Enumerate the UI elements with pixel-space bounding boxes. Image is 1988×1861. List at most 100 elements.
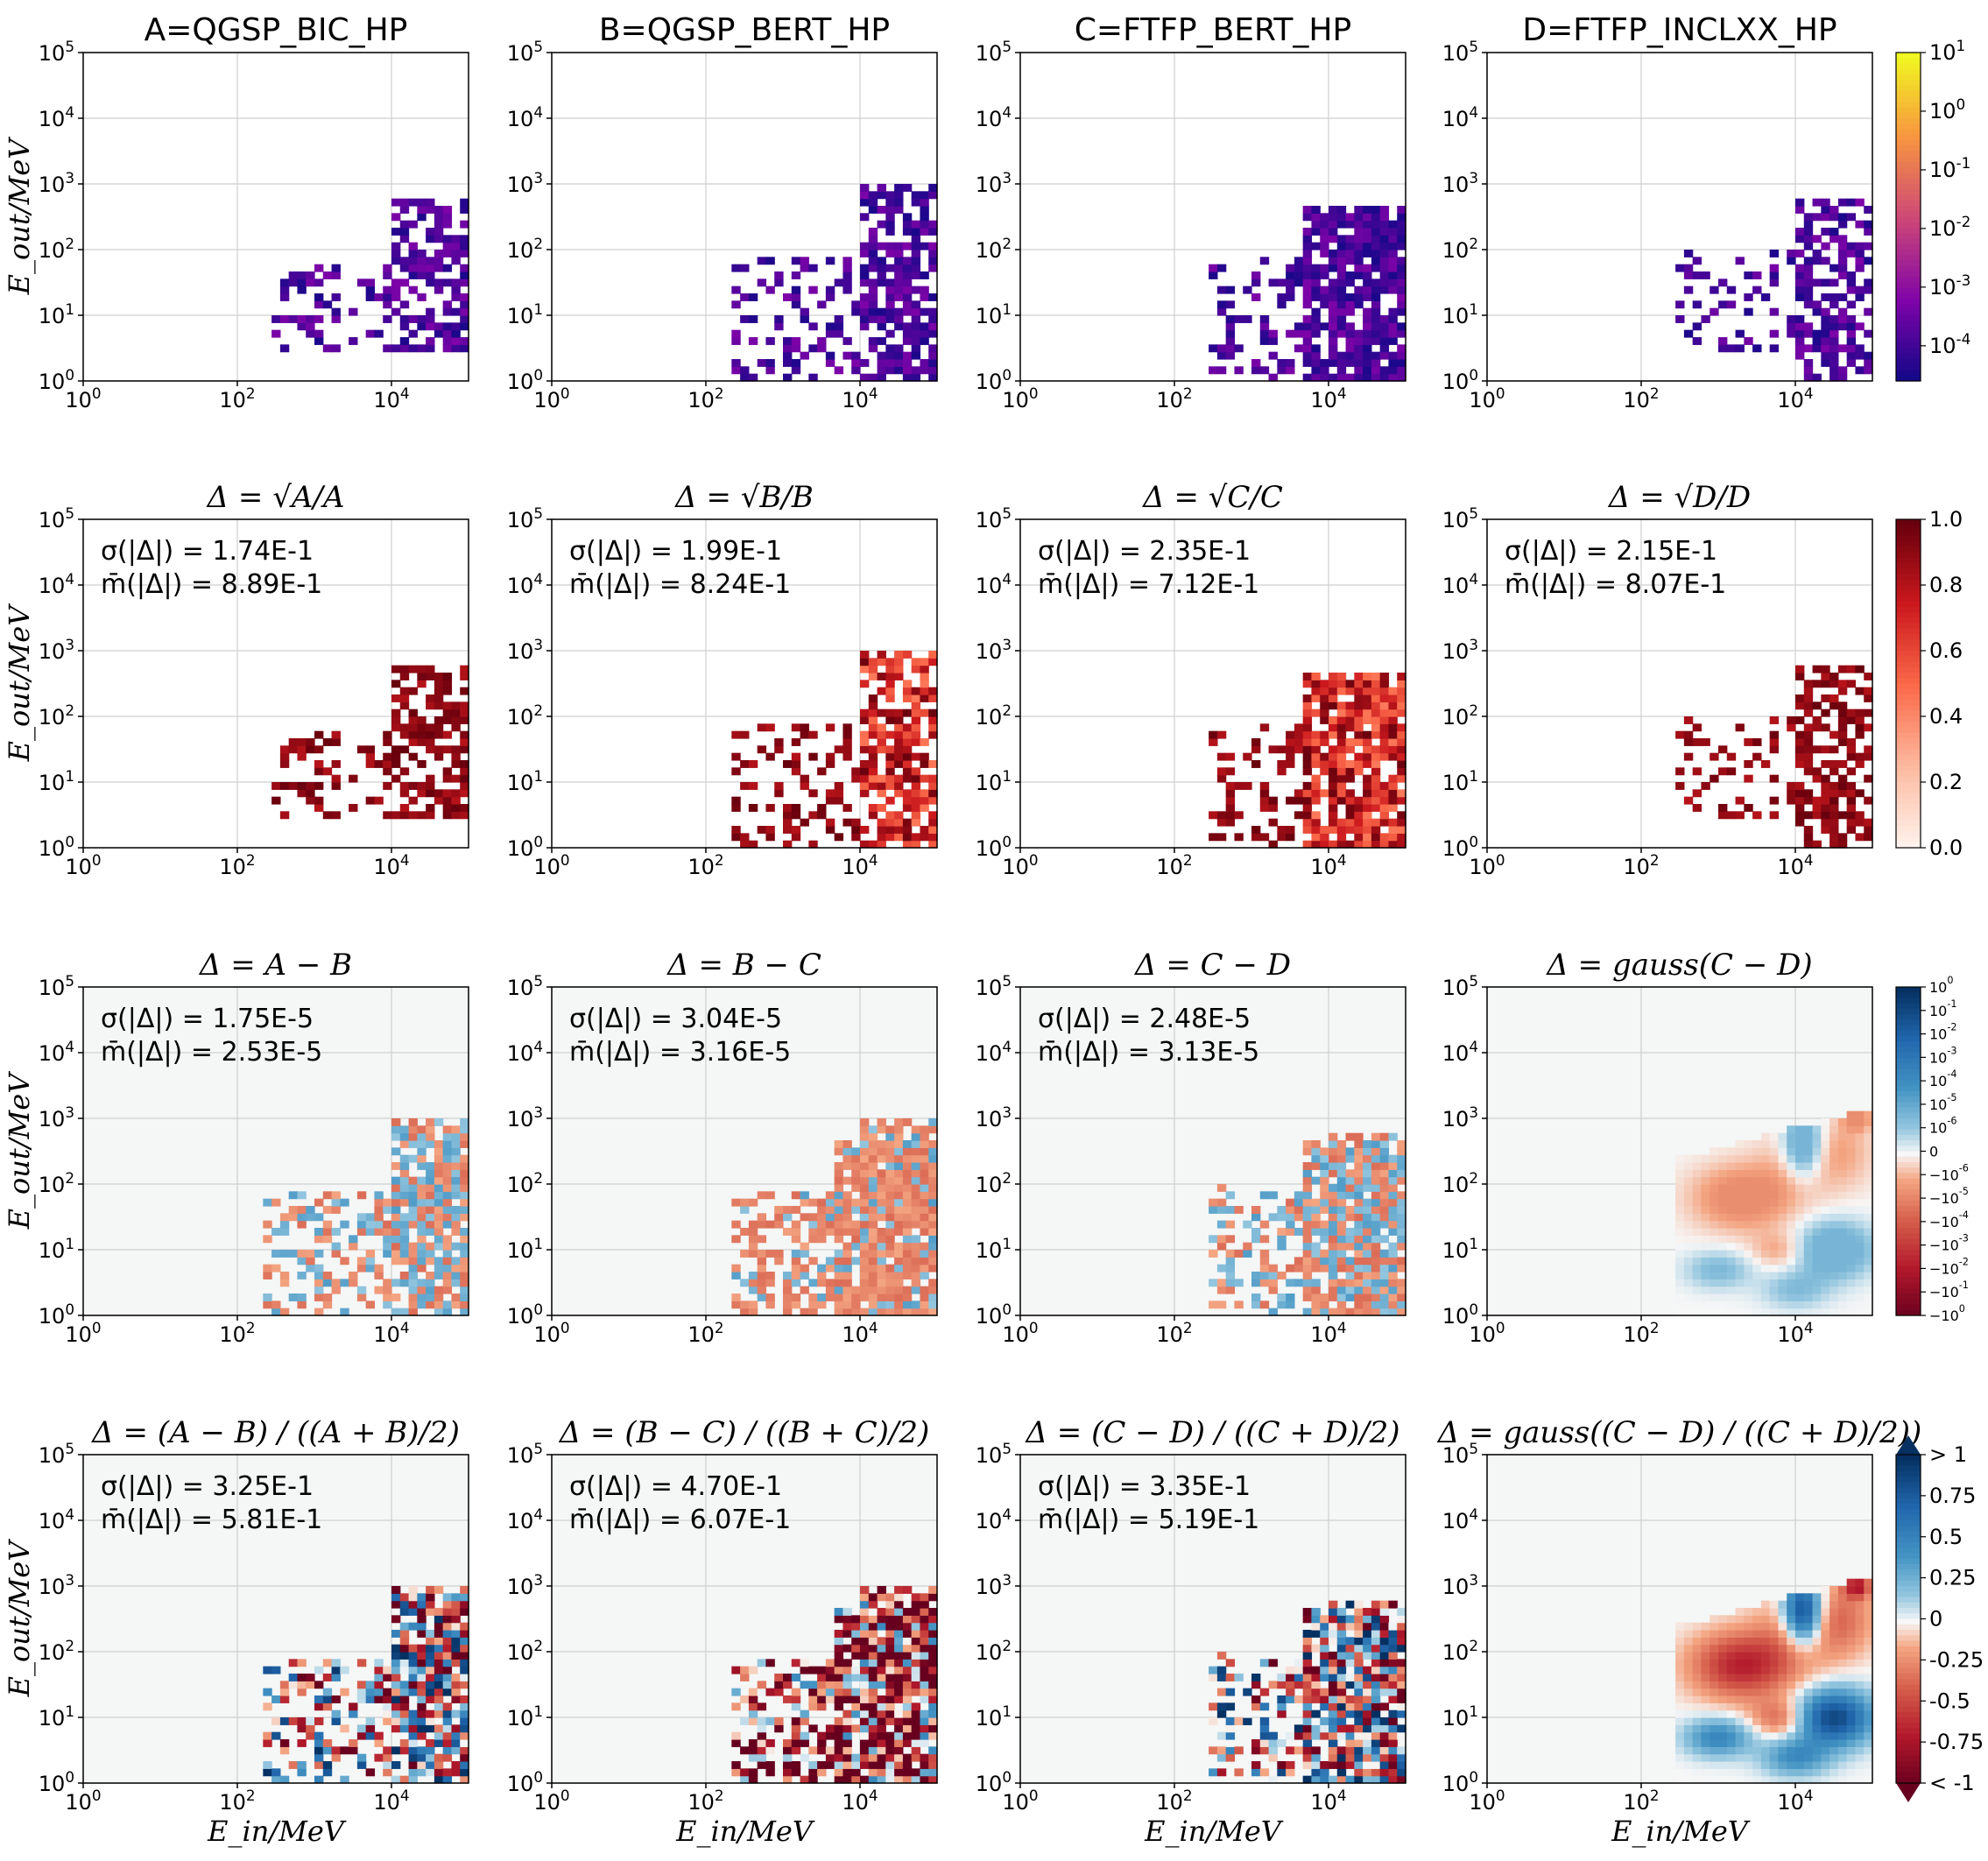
heatmap-cell — [1302, 1198, 1313, 1207]
heatmap-cell — [399, 1608, 410, 1616]
heatmap-cell — [1710, 1279, 1719, 1287]
y-tick-label: 105 — [507, 504, 543, 532]
heatmap-cell — [877, 1709, 886, 1718]
heatmap-cell — [1345, 1294, 1355, 1301]
heatmap-cell — [1710, 1235, 1719, 1244]
heatmap-cell — [1821, 796, 1830, 805]
heatmap-cell — [1371, 1162, 1381, 1170]
heatmap-cell — [279, 1739, 290, 1747]
heatmap-cell — [1336, 1674, 1347, 1681]
heatmap-cell — [1259, 1702, 1270, 1711]
heatmap-cell — [271, 1666, 281, 1674]
heatmap-cell — [911, 1644, 921, 1653]
heatmap-cell — [1354, 1220, 1364, 1229]
heatmap-cell — [1795, 315, 1805, 323]
heatmap-cell — [1371, 1250, 1381, 1258]
heatmap-cell — [1812, 811, 1822, 820]
heatmap-cell — [1320, 1615, 1329, 1624]
heatmap-cell — [1710, 774, 1719, 783]
heatmap-cell — [399, 1637, 410, 1646]
heatmap-cell — [417, 1264, 427, 1272]
heatmap-cell — [1803, 1184, 1814, 1192]
heatmap-cell — [451, 1279, 461, 1287]
heatmap-cell — [808, 840, 818, 849]
heatmap-cell — [399, 1666, 410, 1674]
heatmap-cell — [279, 1308, 290, 1316]
heatmap-cell — [1397, 257, 1406, 265]
heatmap-cell — [1336, 206, 1347, 214]
stat-sigma: σ(|Δ|) = 2.15E-1 — [1505, 536, 1717, 567]
heatmap-cell — [800, 730, 809, 739]
heatmap-cell — [1311, 1630, 1321, 1638]
heatmap-cell — [1846, 1132, 1857, 1141]
heatmap-cell — [1302, 1191, 1313, 1200]
heatmap-cell — [1286, 730, 1295, 739]
heatmap-cell — [417, 1242, 427, 1251]
heatmap-cell — [911, 1125, 921, 1134]
heatmap-cell — [1829, 300, 1839, 309]
heatmap-cell — [1821, 1272, 1830, 1279]
heatmap-cell — [1735, 796, 1745, 805]
heatmap-cell — [417, 344, 427, 353]
heatmap-cell — [1864, 1220, 1873, 1229]
heatmap-cell — [1311, 1242, 1321, 1251]
heatmap-cell — [1787, 250, 1796, 257]
heatmap-cell — [279, 811, 290, 820]
heatmap-cell — [1675, 1154, 1685, 1163]
heatmap-cell — [731, 264, 741, 272]
heatmap-cell — [860, 840, 870, 849]
heatmap-cell — [1846, 1162, 1857, 1170]
heatmap-cell — [1864, 1242, 1873, 1251]
heatmap-cell — [1864, 1264, 1873, 1272]
heatmap-cell — [1379, 708, 1390, 717]
heatmap-cell — [877, 1666, 886, 1674]
heatmap-cell — [740, 1206, 750, 1214]
heatmap-cell — [297, 1272, 307, 1279]
heatmap-cell — [460, 1659, 469, 1667]
heatmap-cell — [1864, 307, 1873, 316]
heatmap-cell — [1769, 250, 1780, 257]
heatmap-cell — [851, 366, 861, 375]
heatmap-cell — [1302, 1279, 1313, 1287]
heatmap-cell — [1336, 745, 1347, 754]
heatmap-cell — [408, 285, 418, 294]
heatmap-cell — [426, 1709, 435, 1718]
heatmap-cell — [1311, 1213, 1321, 1222]
heatmap-cell — [1388, 366, 1398, 375]
heatmap-cell — [1760, 1162, 1771, 1170]
heatmap-cell — [894, 1206, 904, 1214]
heatmap-cell — [383, 760, 392, 768]
heatmap-cell — [765, 1688, 775, 1696]
heatmap-cell — [391, 1228, 401, 1236]
heatmap-cell — [1752, 1147, 1762, 1156]
heatmap-cell — [1837, 1301, 1848, 1309]
heatmap-cell — [1259, 1717, 1270, 1725]
heatmap-cell — [1363, 1220, 1372, 1229]
heatmap-cell — [765, 1761, 775, 1769]
heatmap-cell — [399, 322, 410, 331]
heatmap-cell — [817, 1739, 827, 1747]
heatmap-cell — [314, 1228, 324, 1236]
heatmap-cell — [885, 191, 895, 200]
heatmap-cell — [1864, 1257, 1873, 1265]
x-axis-label: E_in/MeV — [675, 1815, 815, 1848]
heatmap-cell — [314, 1739, 324, 1747]
heatmap-cell — [842, 1228, 852, 1236]
heatmap-cell — [783, 293, 793, 301]
heatmap-cell — [817, 1198, 827, 1207]
heatmap-cell — [1234, 1279, 1244, 1287]
heatmap-cell — [1795, 1301, 1805, 1309]
heatmap-cell — [748, 782, 758, 790]
heatmap-cell — [1795, 1294, 1805, 1301]
y-tick-label: 103 — [507, 636, 543, 664]
heatmap-cell — [1675, 1272, 1685, 1279]
heatmap-cell — [1268, 1213, 1278, 1222]
heatmap-cell — [331, 1659, 341, 1667]
heatmap-cell — [460, 1228, 469, 1236]
heatmap-cell — [408, 708, 418, 717]
heatmap-cell — [1701, 1220, 1710, 1229]
heatmap-cell — [894, 673, 904, 680]
stat-mean: m̄(|Δ|) = 6.07E-1 — [569, 1505, 791, 1535]
heatmap-cell — [460, 1154, 469, 1163]
heatmap-cell — [1379, 271, 1390, 279]
